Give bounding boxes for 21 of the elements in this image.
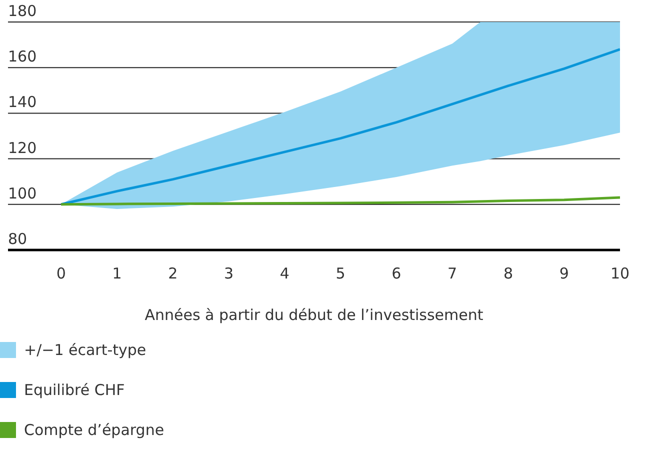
- x-axis-title: Années à partir du début de l’investissement: [144, 306, 484, 324]
- x-tick-label: 1: [112, 264, 122, 283]
- x-tick-label: 4: [280, 264, 290, 283]
- x-tick-label: 7: [448, 264, 458, 283]
- y-tick-label: 160: [8, 48, 37, 66]
- x-tick-label: 10: [610, 264, 630, 283]
- x-tick-label: 6: [392, 264, 402, 283]
- x-tick-label: 8: [503, 264, 513, 283]
- x-tick-label: 3: [224, 264, 234, 283]
- y-tick-label: 100: [8, 184, 37, 202]
- x-tick-label: 9: [559, 264, 569, 283]
- legend-label: +/−1 écart-type: [24, 341, 146, 359]
- y-tick-label: 180: [8, 2, 37, 20]
- legend-label: Equilibré CHF: [24, 381, 125, 399]
- y-tick-label: 140: [8, 93, 37, 112]
- x-tick-label: 2: [168, 264, 178, 283]
- x-tick-label: 0: [56, 264, 66, 283]
- legend-label: Compte d’épargne: [24, 421, 164, 439]
- y-tick-label: 80: [8, 230, 28, 248]
- y-tick-label: 120: [8, 138, 37, 157]
- x-tick-label: 5: [336, 264, 346, 283]
